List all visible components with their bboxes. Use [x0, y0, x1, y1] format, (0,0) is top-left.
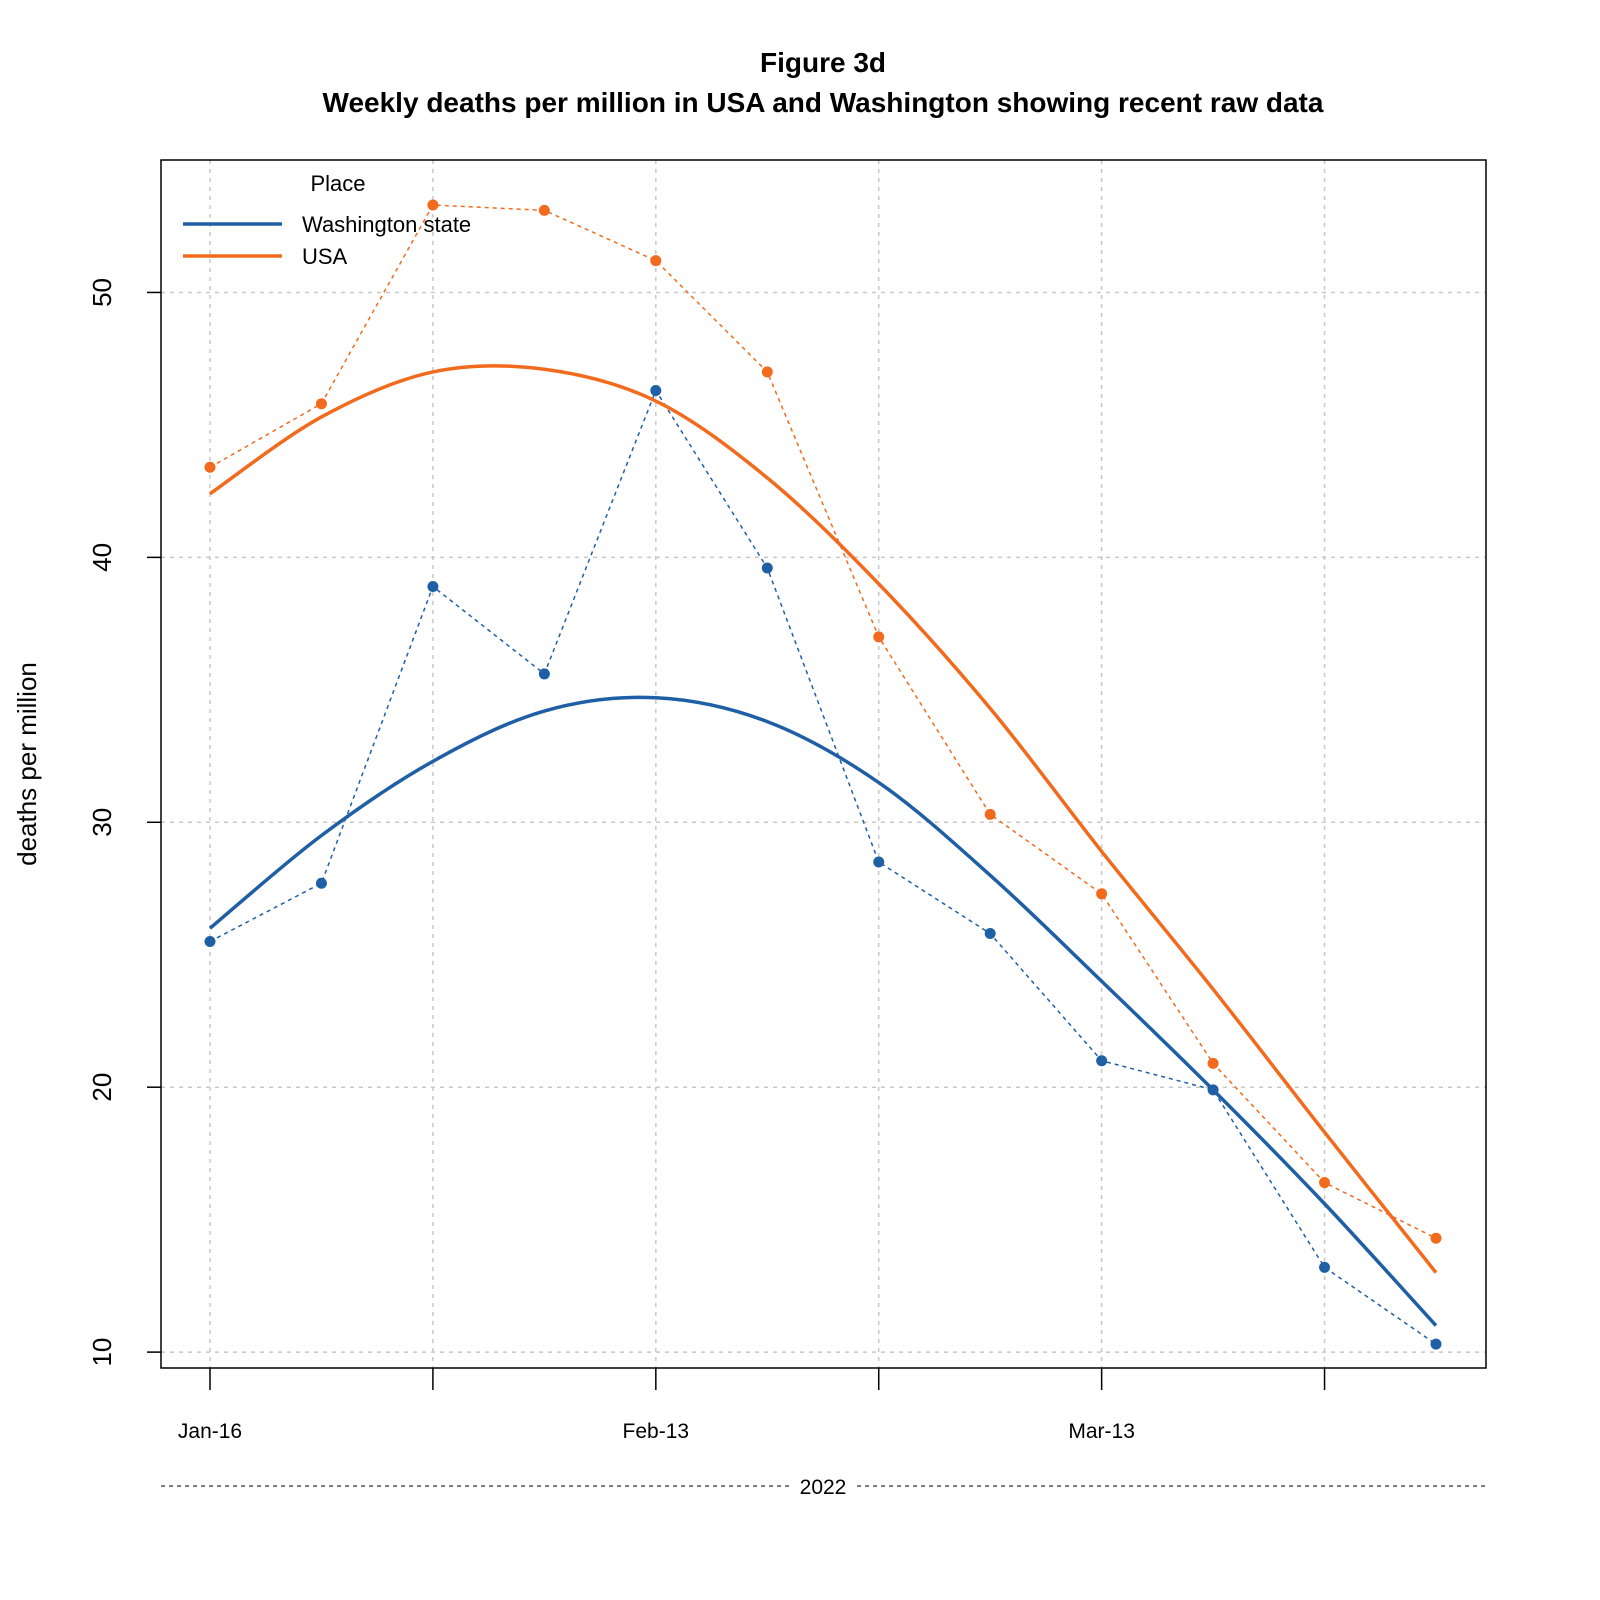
- y-axis: 10 20 30 40 50: [87, 278, 161, 1367]
- legend-title: Place: [310, 171, 365, 196]
- legend: Place Washington state USA: [183, 171, 471, 269]
- x-tick-label-2: Mar-13: [1068, 1420, 1135, 1443]
- data-point-usa-8: [1096, 888, 1108, 900]
- x-axis: Jan-16 Feb-13 Mar-13: [178, 1368, 1326, 1443]
- x-axis-label-bg: [792, 1474, 854, 1498]
- data-point-washington-state-11: [1430, 1338, 1442, 1350]
- data-point-usa-10: [1319, 1177, 1331, 1189]
- x-axis-label: 2022: [800, 1476, 847, 1499]
- smoothed-line-washington-state: [208, 695, 1438, 1327]
- data-point-washington-state-4: [650, 384, 662, 396]
- data-point-usa-3: [538, 204, 550, 216]
- data-point-usa-7: [984, 808, 996, 820]
- legend-label-washington: Washington state: [302, 212, 471, 237]
- data-point-washington-state-2: [427, 581, 439, 593]
- plot-frame: [160, 159, 1487, 1369]
- y-tick-label-0: 10: [87, 1338, 117, 1367]
- data-point-washington-state-6: [873, 856, 885, 868]
- series-washington-state: [204, 384, 1442, 1350]
- grid: [161, 160, 1486, 1368]
- data-point-washington-state-8: [1096, 1055, 1108, 1067]
- data-point-washington-state-3: [538, 668, 550, 680]
- smoothed-line-usa: [209, 364, 1438, 1274]
- data-point-usa-4: [650, 255, 662, 267]
- data-point-washington-state-0: [204, 935, 216, 947]
- raw-line-usa: [209, 204, 1437, 1239]
- data-point-washington-state-7: [984, 928, 996, 940]
- raw-line-washington-state: [209, 388, 1437, 1345]
- data-point-usa-6: [873, 631, 885, 643]
- y-tick-label-1: 20: [87, 1073, 117, 1102]
- data-point-washington-state-10: [1319, 1261, 1331, 1273]
- data-point-usa-9: [1207, 1057, 1219, 1069]
- y-tick-label-3: 40: [87, 543, 117, 572]
- chart-title: Figure 3d: [760, 47, 886, 78]
- data-point-washington-state-9: [1207, 1084, 1219, 1096]
- data-point-usa-0: [204, 461, 216, 473]
- data-point-usa-11: [1430, 1232, 1442, 1244]
- chart-subtitle: Weekly deaths per million in USA and Was…: [323, 87, 1324, 118]
- y-axis-label: deaths per million: [12, 662, 42, 866]
- y-tick-label-4: 50: [87, 278, 117, 307]
- x-tick-label-0: Jan-16: [178, 1420, 242, 1443]
- data-point-washington-state-5: [761, 562, 773, 574]
- series-usa: [204, 199, 1442, 1274]
- data-point-usa-5: [761, 366, 773, 378]
- y-tick-label-2: 30: [87, 808, 117, 837]
- series-layer: [204, 199, 1442, 1350]
- data-point-usa-2: [427, 199, 439, 211]
- data-point-usa-1: [315, 398, 327, 410]
- data-point-washington-state-1: [315, 877, 327, 889]
- x-tick-label-1: Feb-13: [623, 1420, 690, 1443]
- legend-label-usa: USA: [302, 244, 348, 269]
